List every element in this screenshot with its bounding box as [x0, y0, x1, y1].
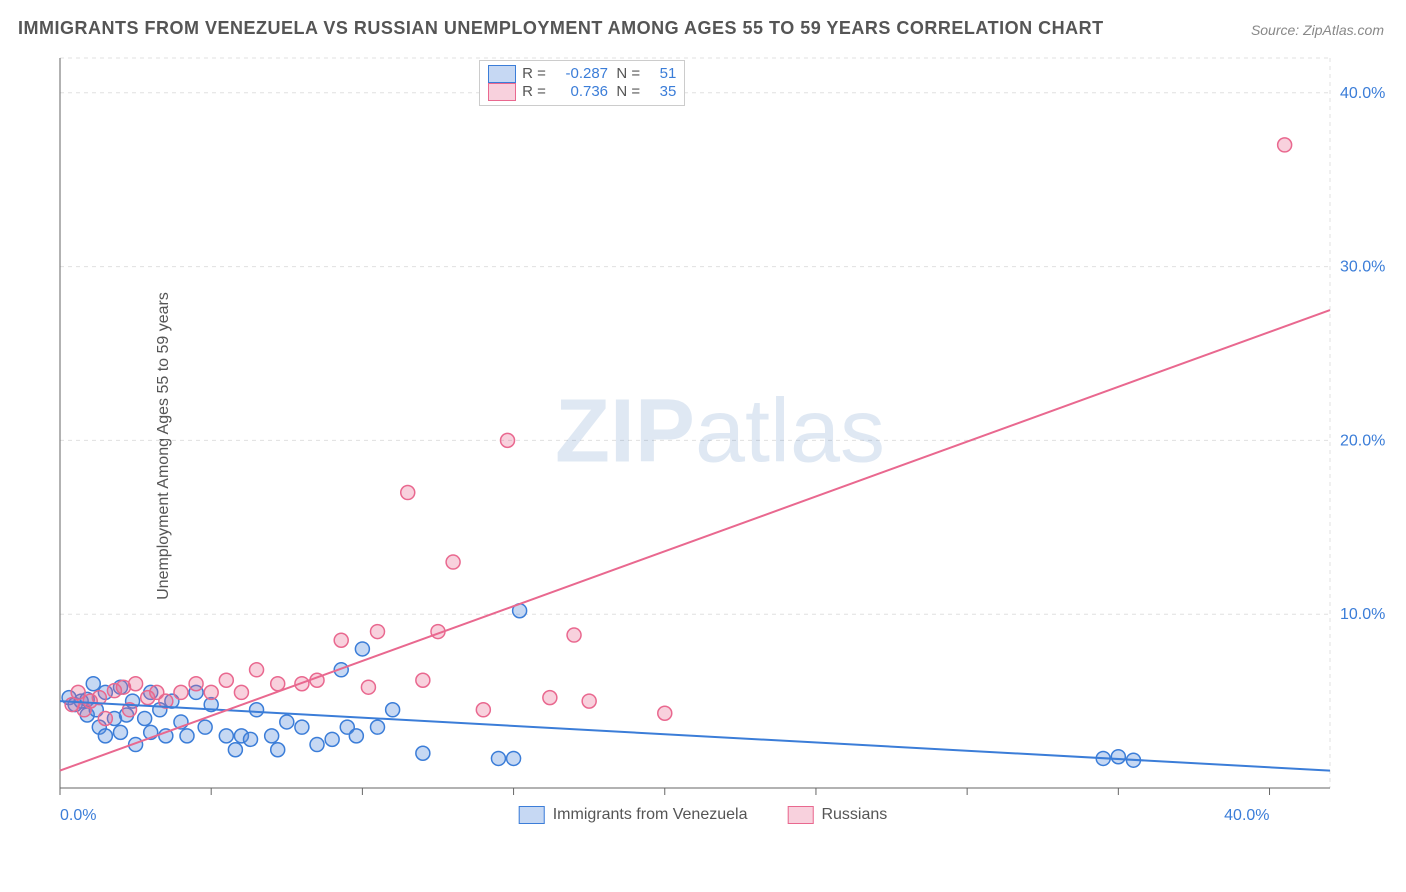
data-point	[98, 729, 112, 743]
y-tick-label: 30.0%	[1340, 259, 1385, 276]
data-point	[189, 677, 203, 691]
data-point	[501, 433, 515, 447]
scatter-chart: 0.0% 40.0% 10.0% 20.0% 30.0% 40.0% ZIPatlas	[50, 48, 1390, 843]
data-point	[295, 720, 309, 734]
data-point	[138, 711, 152, 725]
legend-series: Immigrants from Venezuela Russians	[519, 806, 888, 824]
data-point	[582, 694, 596, 708]
data-point	[219, 729, 233, 743]
source-credit: Source: ZipAtlas.com	[1251, 22, 1384, 38]
watermark: ZIPatlas	[555, 381, 885, 481]
legend-swatch	[488, 65, 516, 83]
data-point	[250, 663, 264, 677]
plot-area: 0.0% 40.0% 10.0% 20.0% 30.0% 40.0% ZIPatlas	[50, 48, 1390, 843]
legend-swatch	[787, 806, 813, 824]
x-tick-label: 0.0%	[60, 807, 96, 824]
y-tick-label: 40.0%	[1340, 85, 1385, 102]
trend-line	[60, 310, 1330, 771]
legend-label: Immigrants from Venezuela	[553, 806, 748, 823]
legend-correlation-box: R = -0.287 N = 51R = 0.736 N = 35	[479, 60, 685, 106]
data-point	[113, 725, 127, 739]
data-point	[401, 486, 415, 500]
data-point	[219, 673, 233, 687]
data-point	[416, 746, 430, 760]
data-point	[86, 677, 100, 691]
data-point	[244, 732, 258, 746]
legend-r-value: 0.736	[550, 83, 608, 100]
data-point	[446, 555, 460, 569]
data-point	[204, 685, 218, 699]
data-point	[491, 751, 505, 765]
data-point	[1278, 138, 1292, 152]
data-point	[658, 706, 672, 720]
data-point	[476, 703, 490, 717]
legend-row: R = -0.287 N = 51	[488, 65, 676, 83]
data-point	[198, 720, 212, 734]
data-point	[280, 715, 294, 729]
legend-label: Russians	[821, 806, 887, 823]
x-tick-label: 40.0%	[1224, 807, 1269, 824]
legend-n-label: N =	[608, 83, 644, 100]
chart-title: IMMIGRANTS FROM VENEZUELA VS RUSSIAN UNE…	[18, 18, 1104, 39]
data-point	[361, 680, 375, 694]
data-point	[567, 628, 581, 642]
legend-row: R = 0.736 N = 35	[488, 83, 676, 101]
y-tick-label: 10.0%	[1340, 606, 1385, 623]
legend-r-label: R =	[522, 83, 550, 100]
data-point	[71, 685, 85, 699]
legend-swatch	[488, 83, 516, 101]
legend-n-label: N =	[608, 65, 644, 82]
data-point	[129, 677, 143, 691]
data-point	[271, 677, 285, 691]
data-point	[371, 720, 385, 734]
data-point	[325, 732, 339, 746]
data-point	[1111, 750, 1125, 764]
y-tick-label: 20.0%	[1340, 432, 1385, 449]
legend-swatch	[519, 806, 545, 824]
data-point	[507, 751, 521, 765]
legend-n-value: 35	[644, 83, 676, 100]
data-point	[234, 685, 248, 699]
data-point	[371, 625, 385, 639]
data-point	[180, 729, 194, 743]
data-point	[98, 711, 112, 725]
data-point	[310, 738, 324, 752]
legend-n-value: 51	[644, 65, 676, 82]
data-point	[174, 685, 188, 699]
data-point	[543, 691, 557, 705]
legend-r-value: -0.287	[550, 65, 608, 82]
legend-r-label: R =	[522, 65, 550, 82]
data-point	[334, 633, 348, 647]
data-point	[355, 642, 369, 656]
legend-item: Immigrants from Venezuela	[519, 806, 748, 824]
data-point	[271, 743, 285, 757]
data-point	[416, 673, 430, 687]
data-point	[265, 729, 279, 743]
data-point	[349, 729, 363, 743]
legend-item: Russians	[787, 806, 887, 824]
data-point	[250, 703, 264, 717]
data-point	[228, 743, 242, 757]
data-point	[386, 703, 400, 717]
